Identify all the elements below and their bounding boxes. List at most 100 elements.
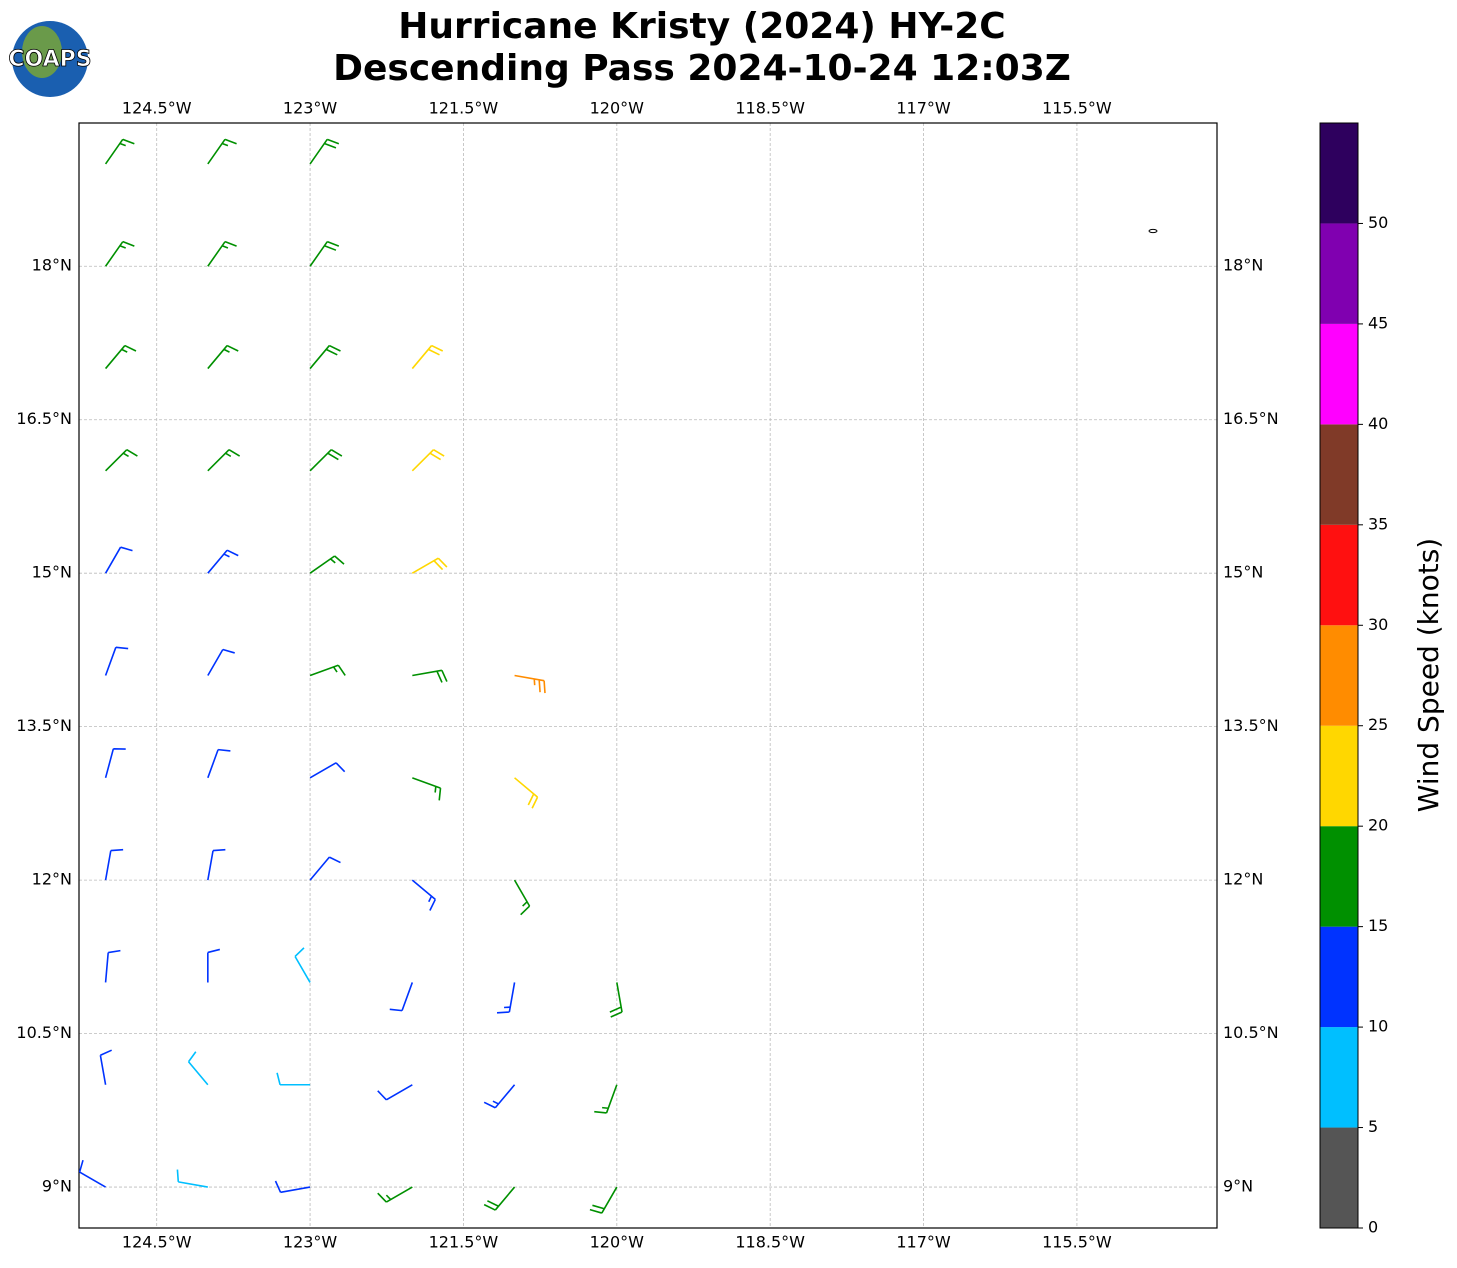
colorbar-segment [1320,524,1358,626]
wind-barb [207,948,221,983]
wind-barb [105,448,138,472]
wind-barb [377,1084,413,1101]
wind-barb [176,1169,208,1188]
wind-barb [294,947,311,983]
colorbar-frame [1319,122,1359,1229]
wind-barb [207,848,226,881]
wind-barb [207,748,231,779]
y-tick-label: 9°N [1223,1177,1253,1196]
colorbar-tick-label: 35 [1368,514,1388,533]
wind-barb [412,669,448,683]
colorbar-tick-label: 40 [1368,414,1388,433]
wind-barb [274,1180,311,1194]
wind-barb [104,240,135,267]
x-tick-label: 115.5°W [1042,99,1112,118]
colorbar-segment [1320,223,1358,324]
colorbar-segment [1320,826,1358,927]
logo: COAPS [8,21,92,97]
y-tick-label: 12°N [1223,870,1263,889]
wind-barb [309,856,341,881]
wind-barb [309,240,340,267]
x-tick-label: 123°W [283,1233,338,1252]
wind-barb [104,344,137,370]
wind-barb [276,1072,311,1086]
x-tick-label: 117°W [896,99,951,118]
wind-barb [207,138,237,165]
colorbar-segment [1320,926,1358,1028]
wind-barb [309,344,341,370]
wind-barb [483,1084,516,1109]
wind-barb [309,555,345,574]
wind-barb [412,777,442,801]
colorbar-segment [1320,725,1358,827]
wind-barb [104,949,121,983]
wind-barb [104,748,126,779]
wind-barb [207,549,239,574]
y-tick-label: 13.5°N [1223,716,1279,735]
colorbar-tick-label: 20 [1368,816,1388,835]
island [1148,228,1158,234]
wind-barb [99,1049,112,1085]
wind-barb [514,777,539,809]
colorbar-segment [1320,1127,1358,1228]
wind-barb [309,138,340,165]
wind-barb [207,344,239,370]
wind-barb [187,1051,209,1086]
wind-barb [104,138,135,165]
colorbar-segment [1320,625,1358,726]
wind-barb [609,982,623,1018]
wind-barb [411,879,437,911]
x-tick-label: 124.5°W [122,1233,192,1252]
chart-subtitle: Descending Pass 2024-10-24 12:03Z [333,48,1071,89]
colorbar-tick-label: 30 [1368,615,1388,634]
y-tick-label: 10.5°N [16,1023,72,1042]
x-tick-label: 121.5°W [429,99,499,118]
wind-barb [309,762,346,779]
wind-barb [207,240,237,267]
y-tick-label: 15°N [1223,563,1263,582]
colorbar-label: Wind Speed (knots) [1412,538,1445,812]
x-tick-label: 118.5°W [735,99,805,118]
colorbar-segment [1320,123,1358,224]
y-tick-label: 10.5°N [1223,1023,1279,1042]
y-tick-label: 12°N [32,870,72,889]
wind-barb [377,1186,413,1203]
wind-barb [411,448,445,472]
wind-barb [78,1159,106,1188]
colorbar-tick-label: 25 [1368,715,1388,734]
x-tick-label: 123°W [283,99,338,118]
wind-barb [207,448,241,472]
x-tick-label: 120°W [590,1233,645,1252]
colorbar-tick-label: 15 [1368,916,1388,935]
colorbar-tick-label: 45 [1368,313,1388,332]
wind-barb [589,1186,618,1214]
x-tick-label: 121.5°W [429,1233,499,1252]
plot-frame [78,122,1218,1229]
colorbar-tick-label: 0 [1368,1218,1378,1237]
y-tick-label: 18°N [1223,256,1263,275]
y-tick-label: 18°N [32,256,72,275]
wind-barb [309,664,346,677]
chart-title: Hurricane Kristy (2024) HY-2C [398,6,1005,47]
colorbar-segment [1320,424,1358,525]
y-tick-label: 15°N [32,563,72,582]
wind-barb [411,344,444,370]
x-tick-label: 118.5°W [735,1233,805,1252]
wind-barb [104,546,133,574]
y-tick-label: 13.5°N [16,716,72,735]
x-tick-label: 115.5°W [1042,1233,1112,1252]
wind-barb [104,646,129,676]
wind-barb [513,879,531,916]
x-tick-label: 120°W [590,99,645,118]
x-tick-label: 124.5°W [122,99,192,118]
wind-barb [514,674,546,694]
y-tick-label: 9°N [42,1177,72,1196]
wind-barb [483,1186,516,1211]
y-tick-label: 16.5°N [1223,409,1279,428]
wind-barb [207,648,235,676]
colorbar-tick-label: 10 [1368,1017,1388,1036]
wind-barb [496,982,516,1014]
colorbar-segment [1320,1027,1358,1128]
y-tick-label: 16.5°N [16,409,72,428]
